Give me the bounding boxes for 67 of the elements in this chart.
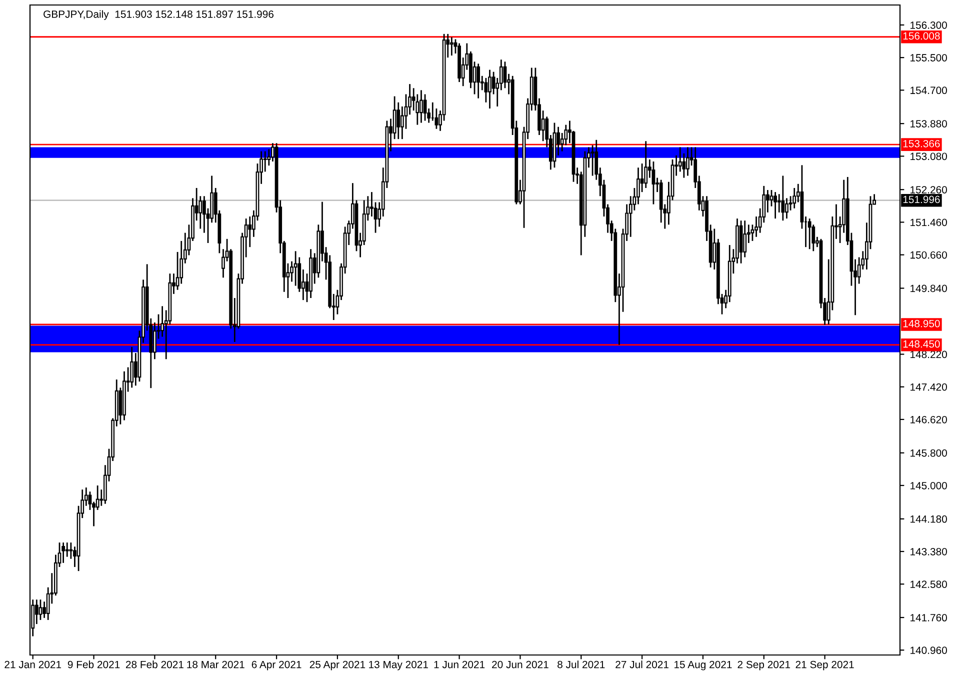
- candlestick: [686, 146, 690, 176]
- candlestick: [484, 77, 488, 104]
- candlestick: [248, 216, 252, 248]
- candlestick: [785, 197, 788, 220]
- x-tick-label: 8 Jul 2021: [558, 660, 605, 668]
- candlestick: [263, 150, 267, 172]
- ref-line-label: 156.008: [903, 32, 940, 40]
- candlestick: [678, 146, 682, 172]
- y-tick-label: 156.300: [910, 21, 947, 29]
- candlestick: [130, 346, 134, 388]
- candlestick: [770, 189, 774, 208]
- candlestick: [488, 69, 492, 110]
- ref-line-label: 148.950: [903, 320, 940, 328]
- x-tick-label: 2 Sep 2021: [738, 660, 790, 670]
- candlestick: [62, 542, 66, 564]
- candlestick: [808, 218, 812, 250]
- x-tick-label: 28 Feb 2021: [126, 660, 184, 668]
- candlestick: [294, 250, 298, 286]
- candlestick: [65, 542, 69, 558]
- ref-line-label: 148.450: [903, 340, 940, 348]
- y-tick-label: 153.880: [910, 120, 947, 128]
- ref-line-label: 151.996: [903, 196, 940, 204]
- ref-line-label: 153.366: [903, 140, 940, 148]
- y-tick-label: 150.660: [910, 251, 947, 259]
- y-tick-label: 141.760: [910, 614, 947, 622]
- candlestick: [774, 191, 778, 220]
- y-tick-label: 145.800: [910, 449, 947, 457]
- x-tick-label: 15 Aug 2021: [674, 660, 732, 670]
- x-tick-label: 21 Jan 2021: [4, 660, 62, 668]
- x-tick-label: 25 Apr 2021: [310, 660, 366, 670]
- candlestick: [766, 189, 770, 214]
- x-tick-label: 21 Sep 2021: [796, 660, 854, 670]
- x-tick-label: 20 Jun 2021: [492, 660, 548, 668]
- candlestick: [777, 193, 781, 214]
- y-tick-label: 146.620: [910, 416, 947, 424]
- x-tick-label: 13 May 2021: [369, 660, 428, 670]
- y-tick-label: 140.960: [910, 646, 947, 654]
- candlestick: [396, 102, 400, 140]
- y-tick-label: 143.380: [910, 548, 947, 556]
- y-tick-label: 147.420: [910, 383, 947, 391]
- y-tick-label: 145.000: [910, 482, 947, 490]
- y-tick-label: 149.840: [910, 284, 947, 292]
- candlestick: [476, 62, 480, 100]
- candlestick: [644, 140, 648, 189]
- x-tick-label: 18 Mar 2021: [187, 660, 244, 668]
- x-tick-label: 6 Apr 2021: [252, 660, 302, 670]
- x-tick-label: 9 Feb 2021: [68, 660, 120, 668]
- y-tick-label: 144.180: [910, 515, 947, 523]
- y-tick-label: 152.260: [910, 186, 947, 194]
- x-tick-label: 27 Jul 2021: [616, 660, 668, 668]
- y-tick-label: 154.700: [910, 86, 947, 94]
- y-tick-label: 153.080: [910, 152, 947, 160]
- candlestick: [781, 175, 785, 222]
- y-tick-label: 155.500: [910, 54, 947, 62]
- y-tick-label: 151.460: [910, 218, 947, 226]
- candlestick: [792, 187, 796, 210]
- x-tick-label: 1 Jun 2021: [434, 660, 485, 668]
- y-tick-label: 148.220: [910, 350, 947, 358]
- candlestick: [652, 160, 656, 205]
- candlestick: [34, 598, 38, 625]
- candlestick: [420, 89, 423, 124]
- candlestick: [743, 220, 747, 258]
- candlestick: [450, 36, 454, 56]
- candlestick: [38, 598, 42, 621]
- chart-title: GBPJPY,Daily 151.903 152.148 151.897 151.996: [44, 10, 274, 20]
- candlestick: [590, 144, 594, 176]
- y-tick-label: 142.580: [910, 580, 947, 588]
